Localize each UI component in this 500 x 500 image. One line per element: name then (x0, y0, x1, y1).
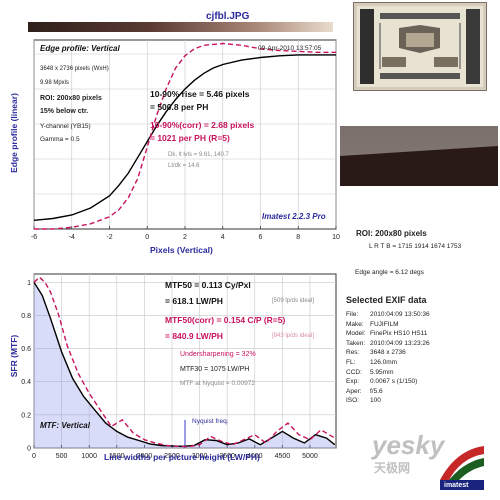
mtf-tick-label-y: 1 (27, 280, 31, 287)
dark-light-levels: Dk, lt lvls = 9.61, 140.7 (168, 152, 229, 158)
edge-angle: Edge angle = 6.12 degs (355, 269, 424, 276)
mtf-area-fill (34, 282, 335, 448)
exif-value: FinePix HS10 HS11 (370, 330, 428, 338)
edge-profile-line (33, 54, 336, 221)
mtf-tick-label: 3500 (219, 453, 235, 460)
edge-corrected-line (34, 42, 336, 230)
mtf-plot: 0 500 1000 1500 2000 2500 3000 3500 4000 4500 5000… (21, 273, 337, 460)
rise-corr-per-ph: = 1021 per PH (R=5) (150, 133, 230, 143)
mtf-tick-label: 4500 (275, 453, 291, 460)
edge-roi: ROI: 200x80 pixels (40, 95, 102, 102)
test-chart-thumbnail (353, 2, 487, 91)
edge-tick-label: 4 (221, 234, 225, 241)
edge-tick-label: -6 (31, 234, 37, 241)
edge-tick-label: -2 (106, 234, 112, 241)
mtf50-corr-lwph: = 840.9 LW/PH (165, 331, 223, 341)
mtf-tick-label: 1000 (81, 453, 97, 460)
edge-tick-label: 10 (332, 234, 340, 241)
exif-key: Model: (346, 330, 366, 338)
watermark-tianji: 天极网 (374, 461, 411, 475)
exif-key: FL: (346, 359, 356, 366)
edge-below: 15% below ctr. (40, 108, 89, 115)
mtf-tick-label: 0 (32, 453, 36, 460)
edge-tick-label: 0 (145, 234, 149, 241)
edge-tick-label: 6 (259, 234, 263, 241)
edge-timestamp: 09-Apr-2010 13:57:05 (258, 45, 322, 52)
mtf-caption: MTF: Vertical (40, 421, 90, 430)
mtf50-lwph: = 618.1 LW/PH (165, 296, 223, 306)
nyquist-label: Nyquist freq. (192, 418, 229, 425)
gradient-bar (28, 22, 333, 32)
mtf-tick-label-y: 0.6 (21, 346, 31, 353)
exif-value: 0.0067 s (1/150) (370, 378, 418, 386)
mtf-at-nyquist: MTF at Nyquist = 0.00972 (180, 380, 255, 387)
exif-key: File: (346, 311, 359, 318)
mtf-plot-frame (33, 273, 337, 449)
exif-key: Aper: (346, 387, 362, 395)
edge-profile-chart: -6 -4 -2 0 2 4 6 8 10 (0, 0, 340, 260)
mtf-corrected-line (33, 276, 336, 448)
mtf-tick-label: 4000 (247, 453, 263, 460)
rise-result: 10-90% rise = 5.46 pixels (150, 89, 250, 99)
exif-key: Make: (346, 320, 364, 328)
edge-tick-label: 2 (183, 234, 187, 241)
imatest-logo-text: imatest (444, 482, 469, 489)
roi-coords: L R T B = 1715 1914 1674 1753 (369, 243, 462, 250)
mtf-tick-label-y: 0.8 (21, 313, 31, 320)
mtf50-corr-ideal: [843 lp/ds ideal] (272, 333, 315, 339)
rise-corr-result: 10-90%(corr) = 2.68 pixels (150, 120, 255, 130)
exif-key: Res: (346, 349, 360, 357)
page-title: cjfbl.JPG (206, 11, 250, 22)
mtf50-value: MTF50 = 0.113 Cy/Pxl (165, 280, 251, 290)
exif-value: 126.0mm (370, 359, 398, 366)
exif-value: 100 (370, 397, 381, 405)
exif-value: 3648 x 2736 (370, 349, 406, 357)
mtf-tick-label: 1500 (109, 453, 125, 460)
mtf-chart: 0 500 1000 1500 2000 2500 3000 3500 4000 4500 5000… (0, 260, 340, 500)
mtf-tick-label-y: 0.4 (21, 379, 31, 386)
edge-channel: Y-channel (YB15) (40, 123, 91, 130)
imatest-logo: imatest (436, 440, 488, 492)
edge-gamma: Gamma = 0.5 (40, 136, 80, 143)
edge-tick-label: -4 (69, 234, 75, 241)
undersharpening: Undersharpening = 32% (180, 351, 256, 358)
watermark-yesky: yesky (372, 430, 445, 460)
edge-image-size: 3648 x 2736 pixels (WxH) (40, 66, 109, 72)
edge-crop-thumbnail (340, 126, 498, 186)
mtf-tick-label-y: 0 (27, 446, 31, 453)
exif-value: 5.95mm (370, 368, 394, 376)
roi-label: ROI: 200x80 pixels (356, 229, 427, 238)
mtf50-ideal: [509 lp/ds ideal] (272, 298, 315, 304)
exif-value: FUJIFILM (370, 320, 399, 328)
mtf-tick-label: 2000 (137, 453, 153, 460)
exif-title: Selected EXIF data (346, 295, 427, 305)
mtf-tick-label-y: 0.2 (21, 412, 31, 419)
mtf-tick-label: 5000 (302, 453, 318, 460)
mtf-tick-label: 500 (56, 453, 68, 460)
mtf-tick-label: 2500 (164, 453, 180, 460)
exif-value: f/5.6 (370, 387, 383, 395)
mtf-tick-label: 3000 (192, 453, 208, 460)
edge-tick-label: 8 (296, 234, 300, 241)
mtf-ylabel: SFR (MTF) (8, 334, 19, 378)
light-dark-ratio: Lt/dk = 14.6 (168, 163, 200, 169)
edge-xlabel: Pixels (Vertical) (150, 245, 213, 255)
edge-profile-plot: -6 -4 -2 0 2 4 6 8 10 (31, 39, 340, 241)
mtf50-corr-value: MTF50(corr) = 0.154 C/P (R=5) (165, 315, 286, 325)
exif-key: ISO: (346, 397, 360, 405)
watermark: yesky 天极网 imatest (368, 432, 498, 498)
edge-ylabel: Edge profile (linear) (8, 93, 19, 173)
rise-per-ph: = 500.8 per PH (150, 102, 209, 112)
exif-key: CCD: (346, 368, 362, 376)
mtf-xlabel: Line widths per picture height (LW/PH) (104, 452, 260, 462)
exif-key: Exp: (346, 378, 360, 386)
mtf30-value: MTF30 = 1075 LW/PH (180, 366, 250, 373)
exif-key: Taken: (346, 339, 366, 347)
exif-value: 2010:04:09 13:50:36 (370, 311, 430, 318)
exif-value: 2010:04:09 13:23:26 (370, 339, 430, 347)
imatest-version: Imatest 2.2.3 Pro (262, 212, 326, 221)
edge-heading: Edge profile: Vertical (40, 44, 120, 53)
edge-megapixels: 9.98 Mpxls (40, 80, 70, 86)
